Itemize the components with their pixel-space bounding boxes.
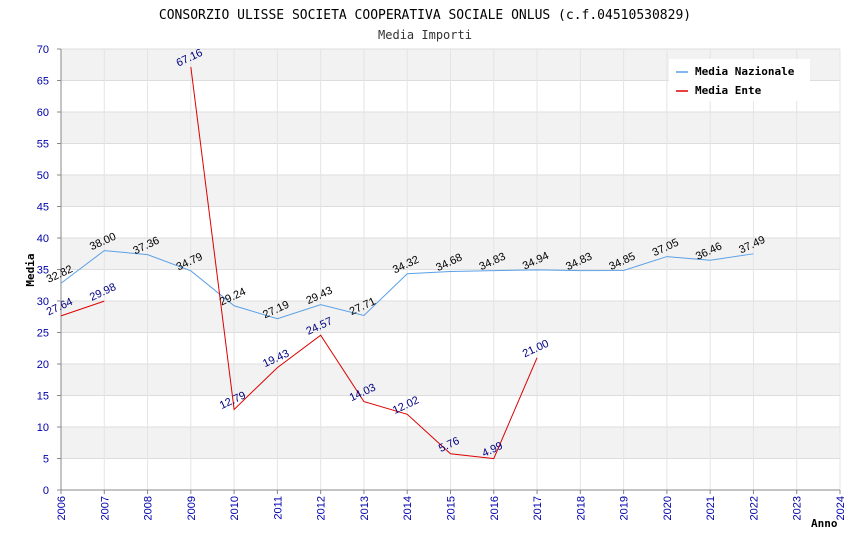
x-tick-label: 2010 [229,496,241,520]
y-tick-label: 60 [37,107,49,119]
x-tick-label: 2021 [705,496,717,520]
y-tick-label: 45 [37,202,49,214]
x-tick-label: 2012 [316,496,328,520]
y-tick-label: 40 [37,233,49,245]
x-tick-label: 2006 [56,496,68,520]
y-tick-label: 5 [43,454,49,466]
x-axis-label: Anno [811,517,838,530]
x-tick-label: 2023 [792,496,804,520]
series-line-nazionale [60,250,754,320]
x-tick-label: 2009 [186,496,198,520]
x-tick-label: 2024 [835,496,847,520]
chart-subtitle: Media Importi [378,28,472,42]
series-line-ente [60,300,105,317]
x-tick-label: 2015 [446,496,458,520]
legend: Media Nazionale Media Ente [669,59,810,101]
y-tick-label: 10 [37,422,49,434]
y-tick-label: 70 [37,44,49,56]
legend-label-nazionale: Media Nazionale [695,65,795,78]
series-line-ente [190,66,538,460]
x-tick-label: 2011 [272,496,284,520]
chart-title: CONSORZIO ULISSE SOCIETA COOPERATIVA SOC… [159,8,691,23]
x-tick-label: 2018 [575,496,587,520]
y-axis-label: Media [24,253,37,286]
y-tick-label: 0 [43,485,49,497]
y-tick-label: 25 [37,328,49,340]
x-tick-label: 2007 [99,496,111,520]
x-axis-ticks: 2006 2007 2008 2009 2010 2011 2012 2013 2014 2015… [56,490,847,520]
x-tick-label: 2013 [359,496,371,520]
x-tick-label: 2008 [143,496,155,520]
y-tick-label: 30 [37,296,49,308]
x-tick-label: 2022 [748,496,760,520]
legend-box [669,59,810,101]
x-tick-label: 2014 [402,496,414,520]
x-tick-label: 2017 [532,496,544,520]
y-tick-label: 35 [37,265,49,277]
y-tick-label: 50 [37,170,49,182]
x-tick-label: 2016 [489,496,501,520]
x-tick-label: 2020 [662,496,674,520]
y-tick-label: 15 [37,391,49,403]
gridlines [60,48,841,491]
x-tick-label: 2019 [619,496,631,520]
legend-label-ente: Media Ente [695,84,762,97]
y-tick-label: 65 [37,76,49,88]
y-axis-ticks: 0 5 10 15 20 25 30 35 40 45 50 55 60 65 70 [37,44,61,497]
series-lines [60,66,754,460]
y-tick-label: 55 [37,139,49,151]
y-tick-label: 20 [37,359,49,371]
